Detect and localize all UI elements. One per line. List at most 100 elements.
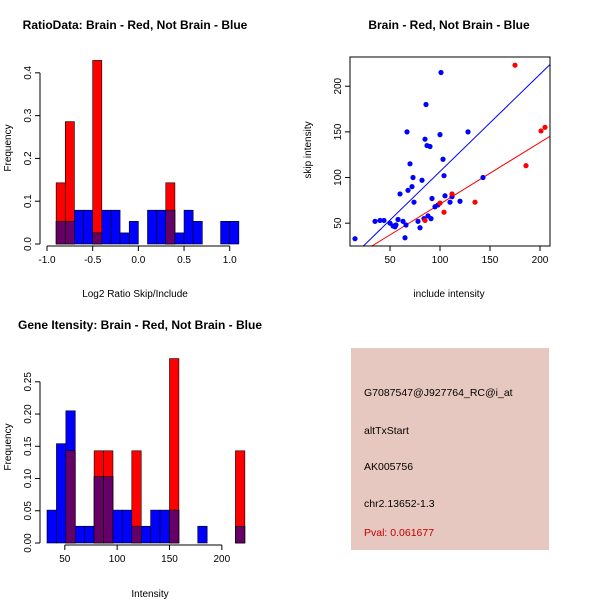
intensity-histogram-x-tick-label: 200 (213, 554, 230, 565)
ratio-histogram-bar-notbrain (128, 221, 139, 245)
scatter-point-brain (422, 217, 428, 224)
scatter-point-notbrain (419, 177, 425, 183)
scatter-point-notbrain (423, 101, 429, 108)
scatter-point-brain (523, 163, 529, 169)
scatter-point-notbrain (457, 198, 463, 204)
ratio-histogram-bar-notbrain (74, 209, 84, 245)
scatter-point-notbrain (352, 236, 358, 242)
scatter-y-tick-label: 50 (333, 217, 344, 229)
ratio-histogram-bar-notbrain (101, 209, 112, 245)
intensity-histogram-bar-notbrain (46, 509, 57, 544)
ratio-histogram-x-tick-label: 0.5 (177, 255, 191, 266)
scatter-point-notbrain (381, 217, 387, 224)
scatter-x-tick-label: 200 (532, 255, 549, 266)
info-panel: G7087547@J927764_RC@i_at altTxStart AK00… (351, 348, 549, 550)
scatter-point-notbrain (404, 129, 410, 135)
scatter-point-notbrain (393, 222, 399, 228)
ratio-histogram-bar-overlap (64, 221, 75, 245)
scatter-point-notbrain (429, 195, 435, 202)
scatter-plot: Brain - Red, Not Brain - Blue include in… (303, 18, 551, 300)
intensity-histogram-y-tick-label: 0.25 (23, 372, 34, 392)
ratio-histogram-bar-notbrain (147, 209, 157, 245)
ratio-histogram-bar-notbrain (220, 221, 231, 245)
scatter-point-notbrain (417, 225, 423, 231)
ratio-histogram-x-tick-label: -0.5 (84, 255, 102, 266)
intensity-histogram-bar-overlap (235, 525, 246, 544)
intensity-histogram-y-tick-label: 0.00 (23, 533, 34, 553)
scatter-point-notbrain (403, 222, 409, 228)
intensity-histogram-x-tick-label: 150 (161, 554, 178, 565)
ratio-histogram-bar-notbrain (192, 221, 203, 245)
scatter-point-notbrain (422, 136, 428, 142)
intensity-histogram-bar-notbrain (159, 509, 170, 544)
scatter-point-notbrain (428, 216, 434, 222)
scatter-point-notbrain (377, 217, 383, 224)
intensity-histogram-bar-overlap (65, 450, 76, 544)
ratio-histogram-bar-notbrain (110, 209, 121, 245)
event-type: altTxStart (364, 425, 409, 437)
scatter-x-tick-label: 100 (432, 255, 449, 266)
ratio-histogram-xlabel: Log2 Ratio Skip/Include (82, 289, 188, 300)
scatter-fit-line-notbrain (362, 64, 550, 246)
ratio-histogram-y-tick-label: 0.4 (23, 65, 34, 79)
scatter-point-notbrain (480, 174, 486, 181)
scatter-point-notbrain (441, 173, 447, 179)
ratio-histogram-y-tick-label: 0.2 (23, 151, 34, 165)
intensity-histogram-bar-notbrain (122, 509, 133, 544)
ratio-histogram-y-tick-label: 0.0 (23, 237, 34, 251)
intensity-histogram-ylabel: Frequency (3, 423, 14, 470)
scatter-point-brain (449, 191, 455, 197)
intensity-histogram-bar-overlap (103, 476, 114, 544)
ratio-histogram-bar-brain (92, 60, 103, 245)
intensity-histogram-y-tick-label: 0.05 (23, 501, 34, 521)
intensity-histogram-bar-overlap (93, 476, 104, 544)
intensity-histogram-bar-notbrain (140, 525, 151, 544)
scatter-point-notbrain (409, 184, 415, 190)
scatter-point-brain (437, 200, 443, 206)
gene-id: AK005756 (364, 461, 413, 473)
scatter-y-tick-label: 100 (333, 169, 344, 186)
ratio-histogram-title: RatioData: Brain - Red, Not Brain - Blue (23, 18, 248, 32)
scatter-point-brain (512, 62, 518, 68)
ratio-histogram-x-tick-label: -1.0 (38, 255, 56, 266)
scatter-point-brain (538, 128, 544, 134)
scatter-point-notbrain (415, 218, 421, 224)
scatter-point-notbrain (442, 193, 448, 199)
intensity-histogram-x-tick-label: 50 (59, 554, 71, 565)
ratio-histogram-y-tick-label: 0.3 (23, 108, 34, 122)
intensity-histogram: Gene Itensity: Brain - Red, Not Brain - … (3, 318, 262, 600)
scatter-ylabel: skip intensity (303, 121, 314, 178)
scatter-point-notbrain (447, 199, 453, 205)
scatter-y-tick-label: 150 (333, 123, 344, 140)
intensity-histogram-bar-notbrain (84, 525, 95, 544)
intensity-histogram-bar-notbrain (150, 509, 161, 544)
intensity-histogram-xlabel: Intensity (131, 589, 168, 600)
scatter-frame (349, 56, 551, 247)
scatter-point-brain (472, 199, 478, 205)
intensity-histogram-title: Gene Itensity: Brain - Red, Not Brain - … (18, 318, 262, 332)
intensity-histogram-bar-notbrain (112, 509, 123, 544)
ratio-histogram-bar-notbrain (183, 209, 194, 245)
ratio-histogram-bar-notbrain (174, 232, 185, 245)
locus: chr2.13652-1.3 (364, 498, 435, 510)
scatter-point-notbrain (395, 216, 401, 223)
intensity-histogram-bar-notbrain (197, 525, 208, 544)
ratio-histogram-ylabel: Frequency (3, 124, 14, 171)
intensity-histogram-x-tick-label: 100 (109, 554, 126, 565)
info-panel-background (351, 348, 549, 550)
scatter-point-notbrain (405, 187, 411, 193)
probe-id: G7087547@J927764_RC@i_at (364, 387, 513, 399)
ratio-histogram: RatioData: Brain - Red, Not Brain - Blue… (3, 18, 248, 300)
scatter-x-tick-label: 50 (384, 255, 396, 266)
scatter-point-notbrain (427, 143, 433, 150)
scatter-point-notbrain (410, 174, 416, 181)
scatter-y-tick-label: 200 (333, 77, 344, 94)
intensity-histogram-y-tick-label: 0.10 (23, 468, 34, 488)
scatter-point-notbrain (437, 132, 443, 138)
scatter-point-notbrain (400, 218, 406, 224)
ratio-histogram-bar-overlap (92, 232, 103, 245)
scatter-point-notbrain (440, 156, 446, 162)
ratio-histogram-x-tick-label: 1.0 (223, 255, 237, 266)
ratio-histogram-bar-notbrain (83, 209, 93, 245)
